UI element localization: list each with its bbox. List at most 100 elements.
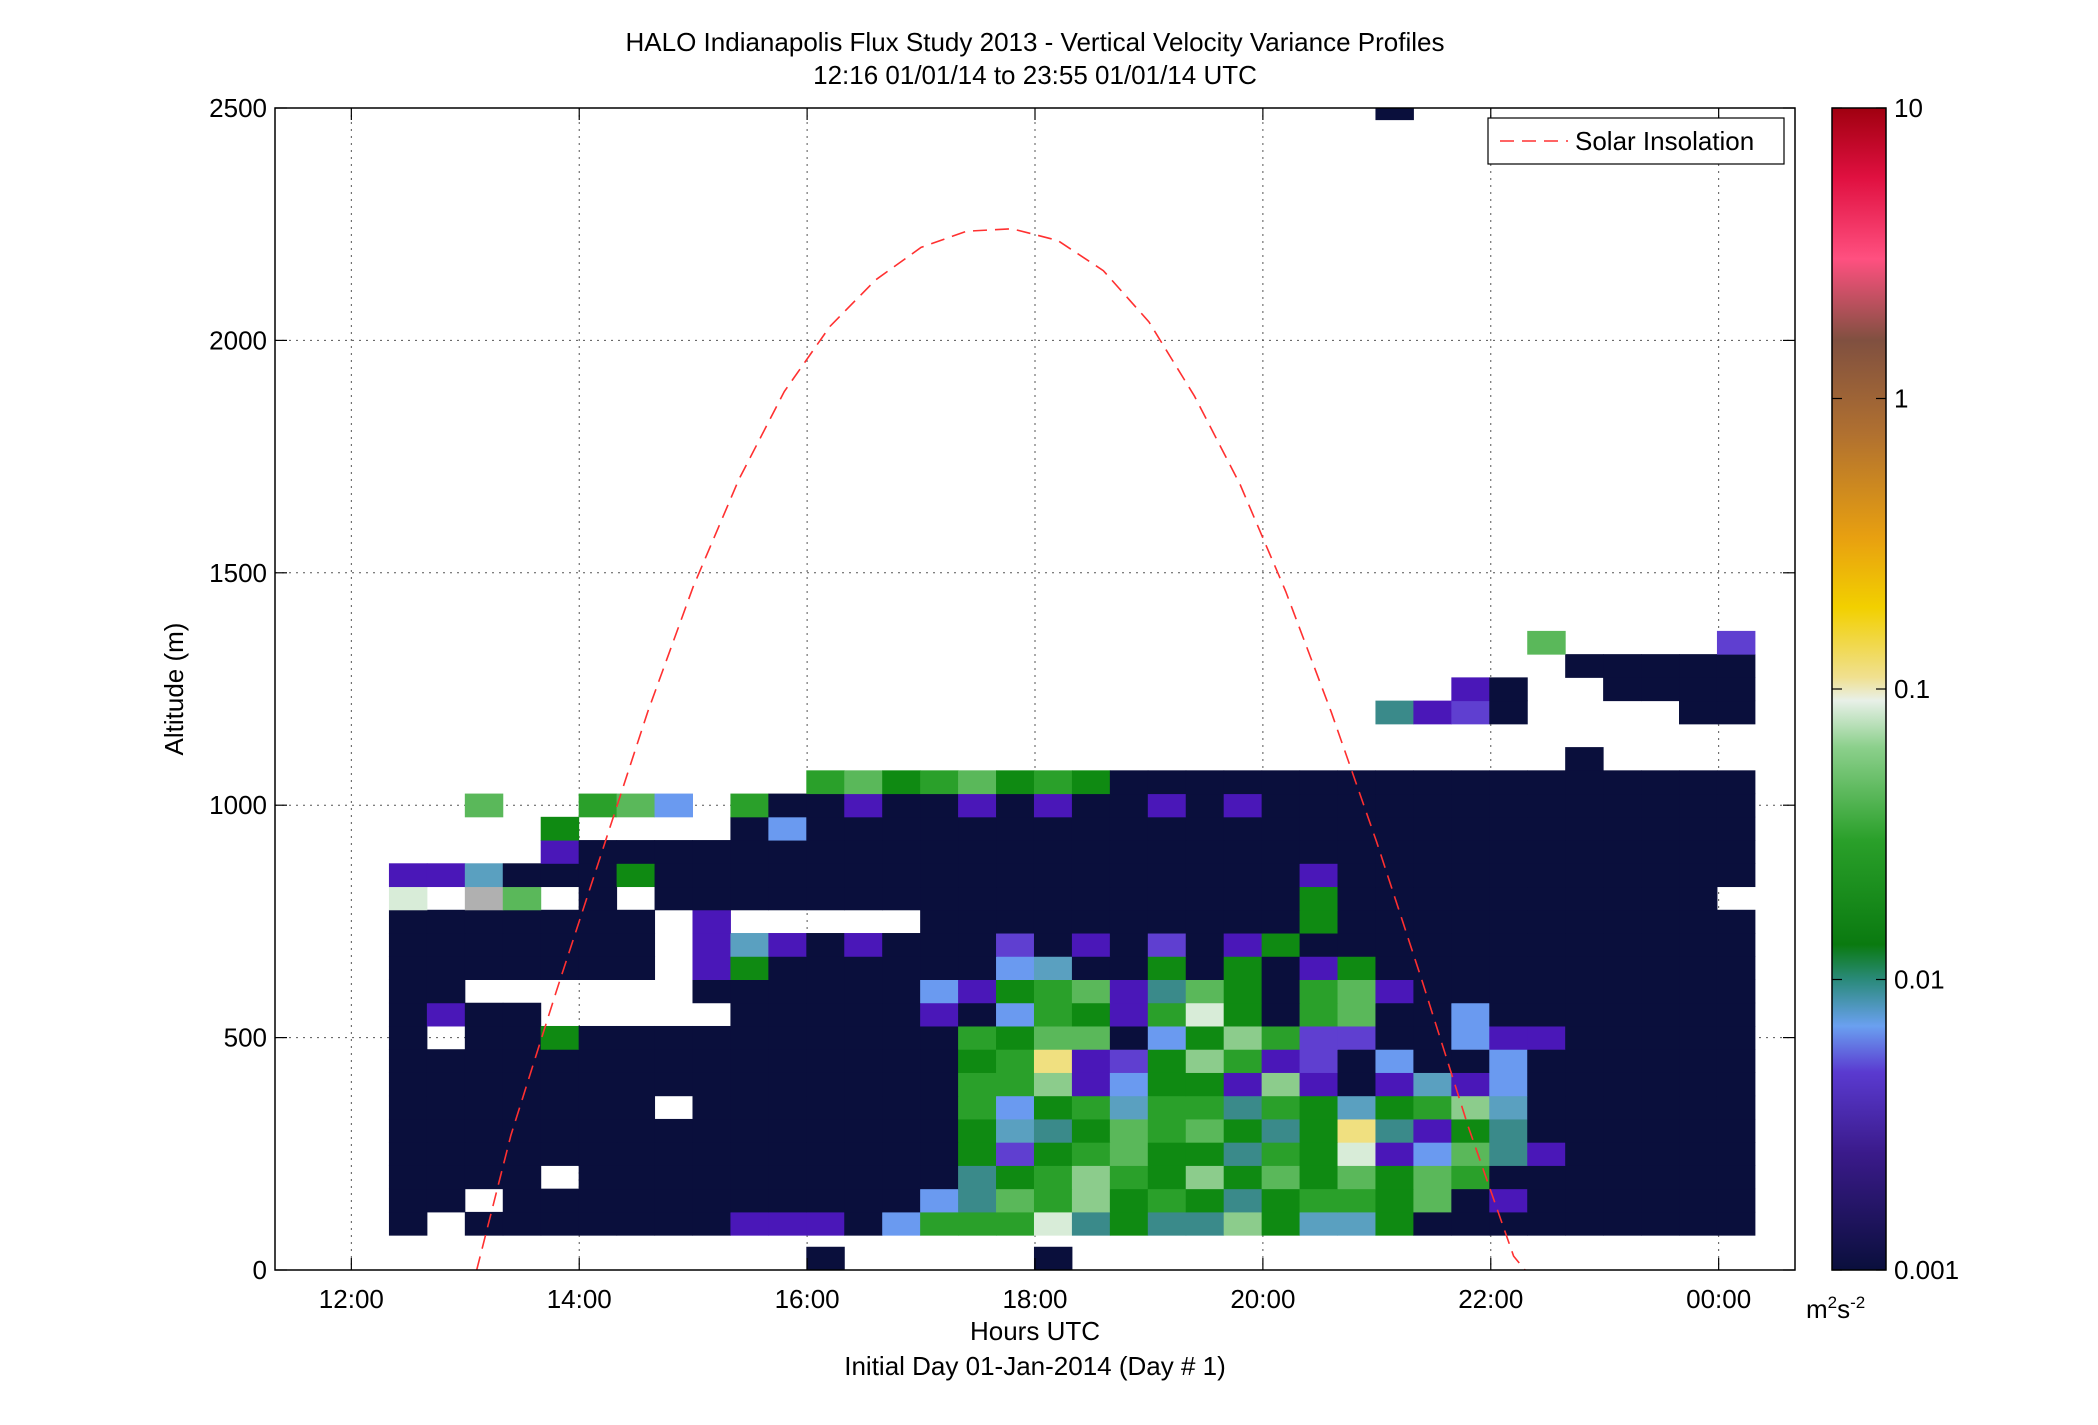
heatmap-cell <box>426 1165 466 1190</box>
heatmap-cell <box>464 909 504 934</box>
heatmap-cell <box>1109 886 1149 911</box>
heatmap-cell <box>540 909 580 934</box>
heatmap-cell <box>1299 1072 1339 1097</box>
heatmap-cell <box>1413 1095 1452 1120</box>
heatmap-cell <box>730 793 769 818</box>
heatmap-cell <box>464 1025 504 1050</box>
heatmap-cell <box>654 1049 693 1073</box>
heatmap-cell <box>1033 1049 1073 1073</box>
heatmap-cell <box>844 1118 883 1143</box>
heatmap-cell <box>1071 1072 1111 1097</box>
heatmap-cell <box>616 1118 656 1143</box>
heatmap-cell <box>768 886 807 911</box>
heatmap-cell <box>1413 909 1452 934</box>
heatmap-cell <box>1716 770 1756 795</box>
heatmap-cell <box>1375 770 1414 795</box>
heatmap-cell <box>1375 840 1414 864</box>
heatmap-cell <box>1489 1025 1528 1050</box>
heatmap-cell <box>1261 886 1301 911</box>
heatmap-cell <box>388 1188 428 1213</box>
heatmap-cell <box>540 933 580 957</box>
heatmap-cell <box>1679 1025 1718 1050</box>
heatmap-cell <box>1261 770 1301 795</box>
heatmap-cell <box>1147 770 1187 795</box>
heatmap-cell <box>1679 654 1718 678</box>
heatmap-cell <box>578 886 618 911</box>
heatmap-cell <box>388 1002 428 1027</box>
heatmap-cell <box>996 1118 1035 1143</box>
heatmap-cell <box>1451 1142 1490 1166</box>
heatmap-cell <box>1527 1188 1566 1213</box>
heatmap-cell <box>1489 933 1528 957</box>
heatmap-cell <box>882 863 921 888</box>
heatmap-cell <box>1071 1095 1111 1120</box>
heatmap-cell <box>1641 1049 1680 1073</box>
heatmap-cell <box>1071 1142 1111 1166</box>
legend: Solar Insolation <box>1487 117 1785 165</box>
heatmap-cell <box>1261 956 1301 980</box>
colorbar-tick-label: 1 <box>1894 384 1908 414</box>
heatmap-cell <box>1565 863 1604 888</box>
heatmap-cell <box>578 840 618 864</box>
heatmap-cell <box>1299 1118 1339 1143</box>
heatmap-cell <box>1299 1165 1339 1190</box>
heatmap-cell <box>1109 863 1149 888</box>
heatmap-cell <box>1603 1095 1642 1120</box>
heatmap-cell <box>1565 933 1604 957</box>
heatmap-cell <box>464 1211 504 1236</box>
heatmap-cell <box>1679 956 1718 980</box>
heatmap-cell <box>1109 793 1149 818</box>
colorbar-tick-label: 0.01 <box>1894 965 1945 995</box>
heatmap-cell <box>1299 956 1339 980</box>
heatmap-cell <box>996 909 1035 934</box>
heatmap-cell <box>1185 840 1225 864</box>
heatmap-cell <box>1716 1049 1756 1073</box>
heatmap-cell <box>1375 1142 1414 1166</box>
heatmap-cell <box>540 1049 580 1073</box>
heatmap-cell <box>1451 840 1490 864</box>
x-tick-label: 18:00 <box>1002 1284 1067 1314</box>
heatmap-cell <box>1527 1211 1566 1236</box>
heatmap-cell <box>1641 816 1680 841</box>
heatmap-cell <box>768 840 807 864</box>
heatmap-cell <box>1071 1118 1111 1143</box>
heatmap-cell <box>616 1211 656 1236</box>
heatmap-cell <box>502 1118 542 1143</box>
heatmap-cell <box>882 1049 921 1073</box>
heatmap-cell <box>464 933 504 957</box>
heatmap-cell <box>768 956 807 980</box>
heatmap-cell <box>996 956 1035 980</box>
heatmap-cell <box>1451 770 1490 795</box>
heatmap-cell <box>1071 1002 1111 1027</box>
heatmap-cell <box>1565 886 1604 911</box>
heatmap-cell <box>768 933 807 957</box>
heatmap-cell <box>1489 956 1528 980</box>
heatmap-cell <box>844 1165 883 1190</box>
heatmap-cell <box>1716 816 1756 841</box>
heatmap-cell <box>1185 1142 1225 1166</box>
heatmap-cell <box>616 1142 656 1166</box>
heatmap-cell <box>388 1025 428 1050</box>
heatmap-cell <box>502 1025 542 1050</box>
heatmap-cell <box>1375 108 1414 121</box>
heatmap-cell <box>1527 1025 1566 1050</box>
heatmap-cell <box>1109 1095 1149 1120</box>
heatmap-cell <box>958 816 997 841</box>
x-tick-label: 12:00 <box>319 1284 384 1314</box>
heatmap-cell <box>1071 956 1111 980</box>
heatmap-cell <box>730 1118 769 1143</box>
heatmap-cell <box>1033 886 1073 911</box>
heatmap-cell <box>1679 1002 1718 1027</box>
heatmap-cell <box>1299 816 1339 841</box>
heatmap-cell <box>882 1002 921 1027</box>
heatmap-cell <box>1603 677 1642 702</box>
heatmap-cell <box>1375 979 1414 1004</box>
heatmap-cell <box>1185 909 1225 934</box>
heatmap-cell <box>844 886 883 911</box>
heatmap-cell <box>844 1095 883 1120</box>
heatmap-cell <box>1147 1211 1187 1236</box>
y-axis-ticks: 0 500 1000 1500 2000 2500 <box>209 93 1795 1285</box>
heatmap-cell <box>730 1142 769 1166</box>
heatmap-cell <box>806 1188 845 1213</box>
heatmap-cell <box>806 1049 845 1073</box>
